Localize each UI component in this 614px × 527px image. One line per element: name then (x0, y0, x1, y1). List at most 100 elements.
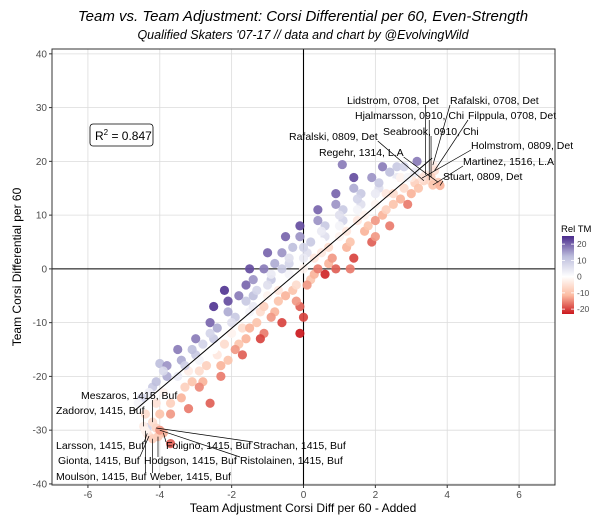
r2-text: R2 = 0.847 (95, 128, 152, 143)
data-point (385, 221, 395, 231)
point-label: Ristolainen, 1415, Buf (240, 455, 343, 467)
data-point (331, 264, 341, 274)
data-point (381, 189, 391, 199)
data-point (316, 237, 327, 247)
data-point (223, 307, 233, 317)
chart-title: Team vs. Team Adjustment: Corsi Differen… (78, 8, 528, 25)
data-point (259, 264, 269, 274)
data-point (345, 237, 355, 247)
point-labels: Lidstrom, 0708, Det Rafalski, 0708, Det Hj… (56, 95, 573, 483)
data-point (306, 237, 316, 247)
data-point (245, 323, 255, 333)
point-label: Moulson, 1415, Buf (56, 471, 147, 483)
data-point (219, 339, 230, 349)
fit-line-group (133, 157, 433, 412)
data-point (388, 189, 398, 199)
data-point (331, 189, 341, 199)
legend-tick-label: -10 (577, 288, 590, 298)
data-point (205, 398, 215, 408)
data-point (320, 269, 330, 279)
legend-tick-label: 10 (577, 255, 587, 265)
legend-tick-label: 0 (577, 272, 582, 282)
y-tick-label: 0 (41, 264, 47, 275)
chart-subtitle: Qualified Skaters '07-17 // data and cha… (137, 28, 469, 42)
x-tick-label: -2 (227, 490, 236, 501)
label-connector (432, 104, 451, 166)
data-point (349, 172, 359, 183)
data-point (406, 189, 416, 199)
point-label: Rafalski, 0809, Det (289, 131, 378, 143)
data-point (176, 393, 186, 403)
label-connector (139, 435, 150, 458)
data-point (334, 221, 345, 231)
data-point (392, 162, 402, 172)
point-label: Rafalski, 0708, Det (450, 95, 539, 107)
data-point (173, 371, 183, 382)
data-point (273, 285, 283, 295)
data-point (237, 350, 248, 360)
color-legend: Rel TM 20 10 0 -10 -20 (561, 224, 592, 314)
data-point (248, 301, 258, 312)
data-point (413, 183, 424, 193)
data-point (223, 296, 233, 306)
data-point (183, 404, 194, 414)
point-label: Gionta, 1415, Buf (58, 455, 140, 467)
data-point (327, 253, 337, 263)
labeled-data-point (155, 425, 165, 435)
data-point (151, 377, 161, 387)
point-label: Regehr, 1314, L.A (319, 147, 404, 159)
data-point (270, 258, 280, 269)
data-point (205, 328, 215, 338)
data-point (241, 334, 251, 344)
data-point (252, 285, 262, 295)
data-point (252, 318, 262, 328)
label-connector (421, 149, 472, 179)
data-point (151, 398, 161, 408)
data-point (280, 291, 291, 301)
legend-colorbar (562, 236, 574, 314)
point-label: Larsson, 1415, Buf (56, 440, 144, 452)
data-point (367, 172, 377, 183)
data-point (216, 371, 226, 382)
data-point (403, 172, 413, 183)
x-tick-label: 0 (301, 490, 307, 501)
data-point (158, 366, 168, 376)
data-point (313, 205, 323, 215)
regression-line (133, 157, 433, 412)
x-tick-label: 6 (516, 490, 522, 501)
data-point (349, 183, 359, 193)
point-label: Martinez, 1516, L.A (463, 156, 554, 168)
data-point (313, 215, 323, 226)
data-point (388, 199, 398, 209)
y-tick-label: -10 (33, 318, 48, 329)
data-point (298, 253, 309, 263)
data-point (262, 280, 273, 290)
label-connector (403, 156, 439, 183)
y-tick-label: 20 (36, 157, 48, 168)
data-point (280, 232, 291, 242)
point-label: Lidstrom, 0708, Det (347, 95, 439, 107)
data-point (298, 312, 309, 322)
data-point (223, 355, 233, 365)
data-point (216, 361, 226, 371)
label-connector (156, 427, 254, 443)
data-point (187, 377, 197, 387)
data-point (165, 398, 176, 408)
label-connector (439, 180, 444, 186)
data-point (395, 172, 406, 183)
data-point (227, 318, 237, 328)
data-point (165, 439, 176, 449)
y-axis-title: Team Corsi Differential per 60 (10, 187, 24, 346)
data-point (370, 189, 380, 199)
data-point (165, 409, 176, 419)
data-point (370, 215, 380, 226)
data-point (266, 312, 276, 322)
data-point (227, 328, 237, 338)
data-point (241, 280, 251, 290)
data-point (288, 242, 298, 252)
x-tick-label: 4 (444, 490, 450, 501)
data-point (284, 253, 294, 263)
data-point (219, 285, 230, 295)
data-point (144, 387, 154, 398)
